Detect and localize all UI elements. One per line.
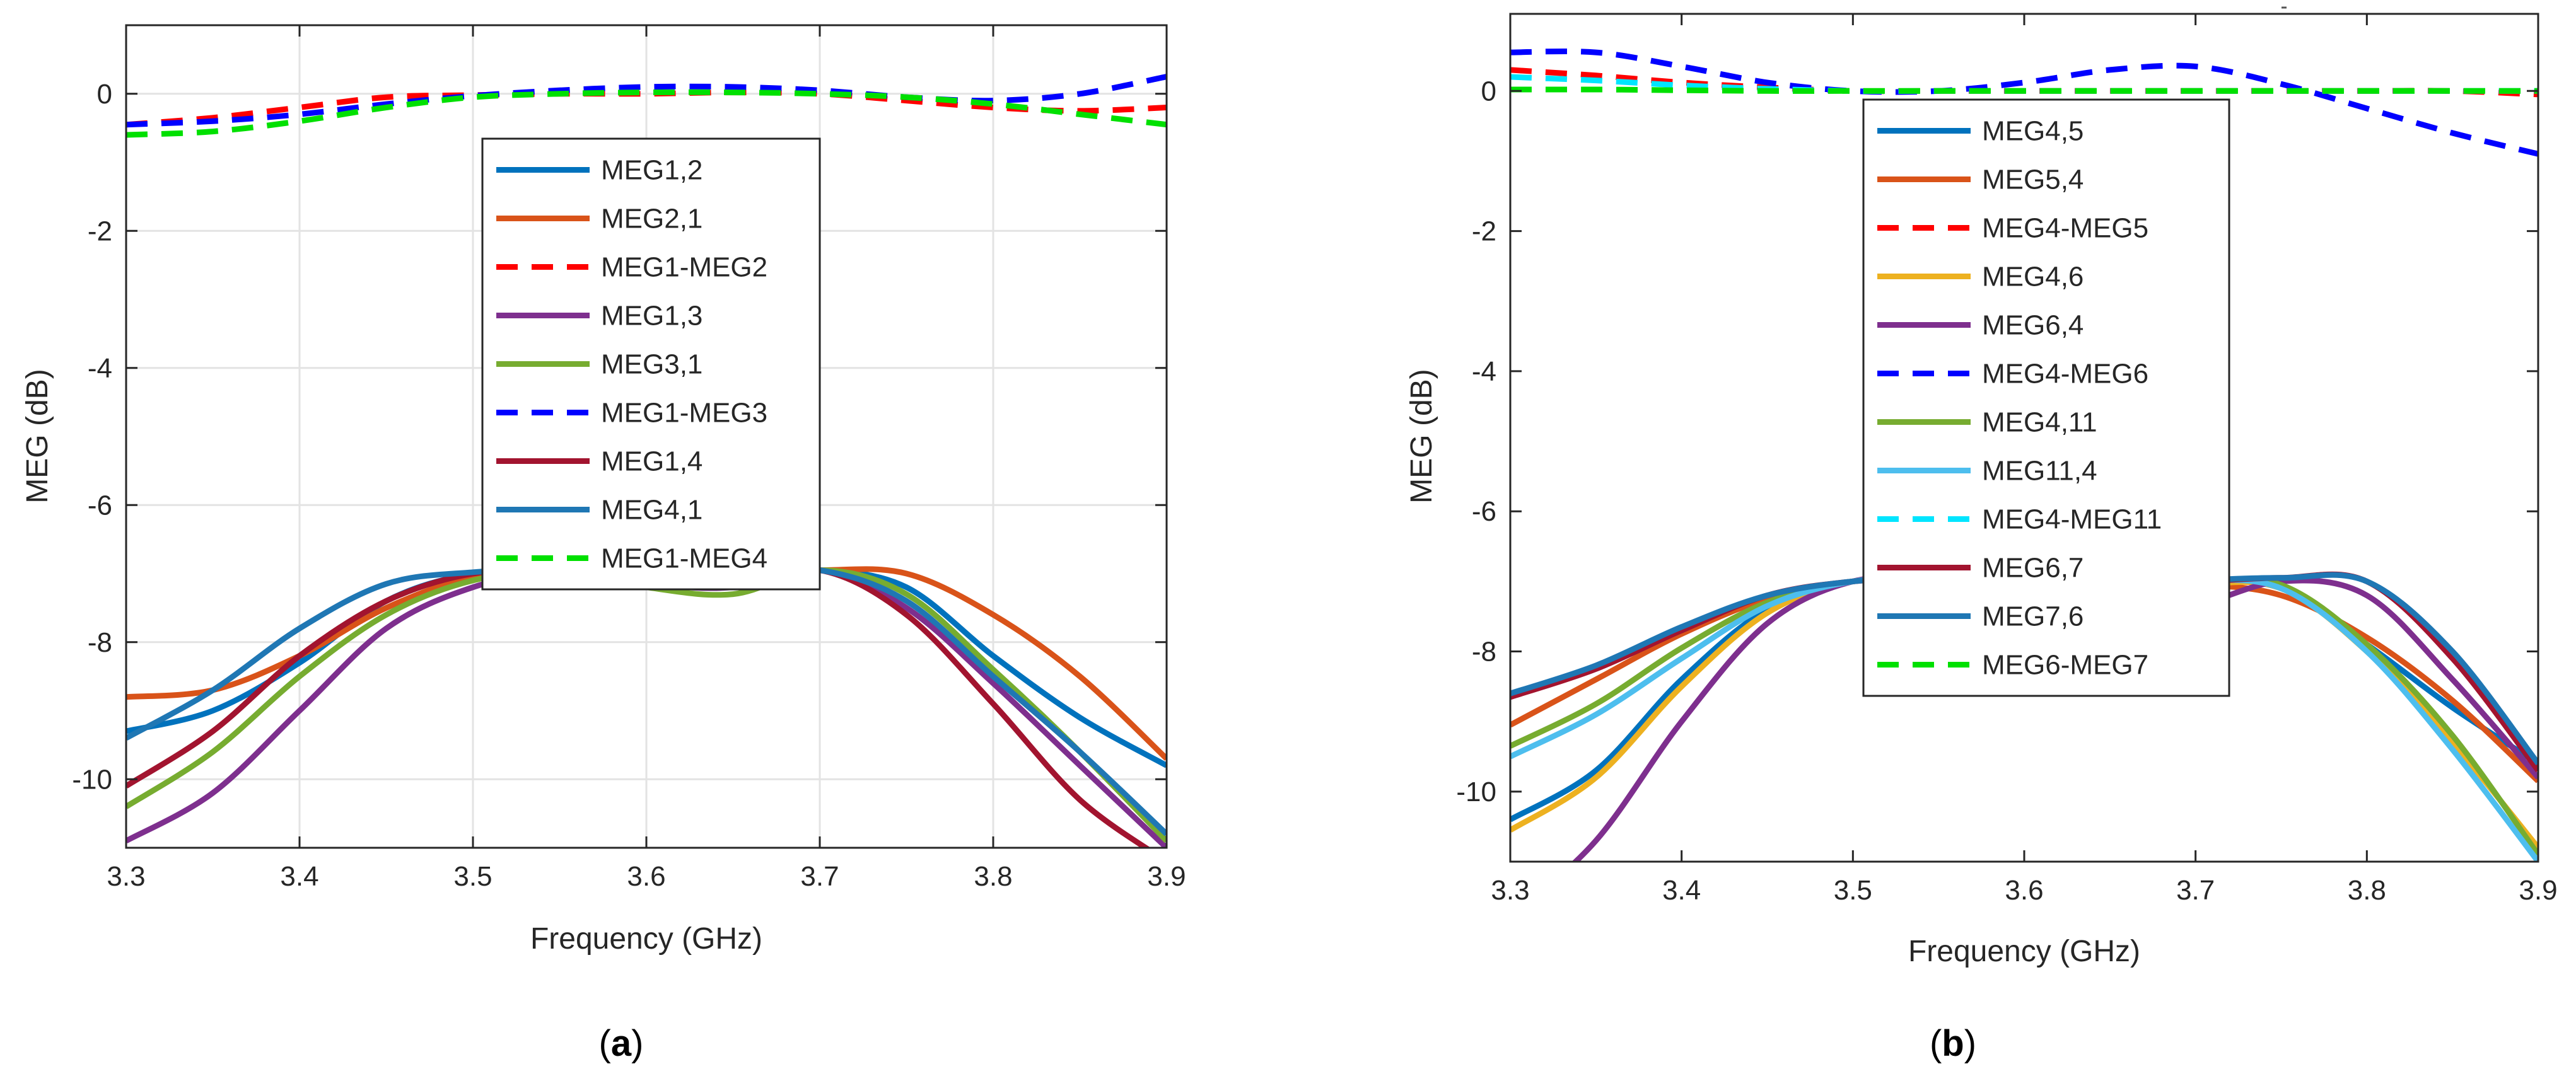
y-tick-label: -10 (1456, 777, 1496, 807)
legend-label: MEG1,3 (601, 301, 702, 332)
y-tick-label: -2 (1472, 216, 1496, 247)
legend-label: MEG1,2 (601, 155, 702, 186)
legend-label: MEG5,4 (1982, 165, 2084, 195)
legend-label: MEG6,7 (1982, 553, 2084, 584)
legend-label: MEG4,6 (1982, 262, 2084, 292)
x-tick-label: 3.8 (2348, 875, 2386, 906)
legend: MEG4,5 MEG5,4 MEG4-MEG5 MEG4,6 MEG6,4 MEG4-ME… (1862, 98, 2230, 697)
legend-label: MEG3,1 (601, 349, 702, 380)
legend-box (1862, 98, 2230, 697)
x-tick-label: 3.8 (974, 861, 1012, 892)
legend-label: MEG6,4 (1982, 310, 2084, 341)
y-tick-label: -6 (88, 490, 112, 521)
legend: MEG1,2 MEG2,1 MEG1-MEG2 MEG1,3 MEG3,1 MEG1-ME… (481, 137, 821, 591)
legend-label: MEG4,11 (1982, 407, 2097, 438)
panel-a-chart: 3.3 3.4 3.5 3.6 3.7 3.8 3.9 -10 -8 -6 -4 -2 0 Frequen… (21, 24, 1186, 956)
y-tick-label: -4 (1472, 356, 1496, 387)
legend-label: MEG4-MEG6 (1982, 359, 2148, 390)
x-axis-label: Frequency (GHz) (530, 922, 762, 956)
caption-b: (b) (1930, 1023, 1976, 1064)
x-tick-label: 3.3 (107, 861, 145, 892)
x-tick-label: 3.4 (1662, 875, 1701, 906)
legend-label: MEG1-MEG4 (601, 543, 767, 574)
x-tick-label: 3.5 (453, 861, 492, 892)
legend-label: MEG4,1 (601, 495, 702, 526)
x-tick-label: 3.6 (627, 861, 665, 892)
x-tick-label: 3.9 (2519, 875, 2557, 906)
legend-label: MEG4-MEG5 (1982, 213, 2148, 244)
x-tick-label: 3.7 (2176, 875, 2215, 906)
x-tick-label: 3.9 (1147, 861, 1186, 892)
x-tick-label: 3.7 (800, 861, 839, 892)
legend-label: MEG6-MEG7 (1982, 650, 2148, 681)
legend-label: MEG4,5 (1982, 116, 2084, 147)
series-line-meg6-meg7 (1510, 86, 2538, 94)
legend-label: MEG1-MEG3 (601, 398, 767, 429)
caption-a: (a) (599, 1023, 644, 1064)
legend-label: MEG1-MEG2 (601, 252, 767, 283)
legend-label: MEG4-MEG11 (1982, 504, 2162, 535)
y-tick-label: -10 (72, 764, 112, 795)
y-tick-label: -2 (88, 216, 112, 246)
series-line-meg4-meg6 (1510, 48, 2538, 157)
legend-label: MEG2,1 (601, 204, 702, 234)
x-axis-label: Frequency (GHz) (1908, 935, 2140, 968)
y-tick-label: 0 (1481, 76, 1496, 107)
x-tick-label: 3.6 (2005, 875, 2043, 906)
legend-label: MEG1,4 (601, 446, 702, 477)
x-tick-label: 3.3 (1491, 875, 1529, 906)
y-tick-label: -4 (88, 353, 112, 384)
y-tick-label: -8 (88, 627, 112, 658)
y-axis-label: MEG (dB) (1405, 369, 1438, 503)
panel-b-chart: 3.3 3.4 3.5 3.6 3.7 3.8 3.9 -10 -8 -6 -4 -2 0 Frequen… (1405, 6, 2558, 968)
x-tick-label: 3.4 (280, 861, 318, 892)
legend-label: MEG7,6 (1982, 601, 2084, 632)
x-tick-label: 3.5 (1834, 875, 1872, 906)
y-tick-label: -8 (1472, 637, 1496, 668)
y-tick-label: 0 (97, 79, 112, 110)
legend-label: MEG11,4 (1982, 456, 2097, 487)
y-tick-label: -6 (1472, 496, 1496, 527)
y-axis-label: MEG (dB) (21, 369, 54, 503)
